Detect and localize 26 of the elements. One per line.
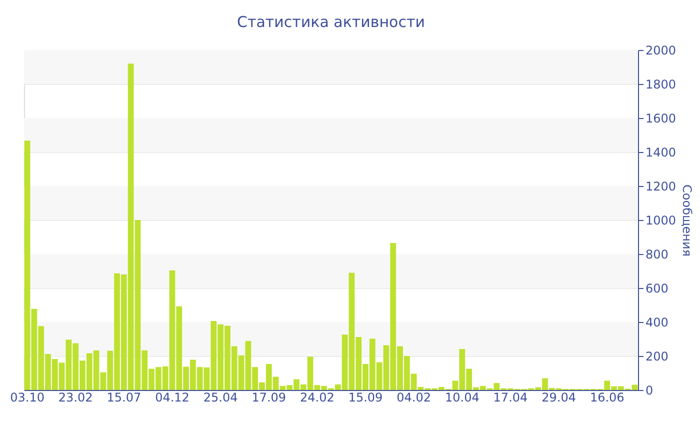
y-tick-label: 600	[646, 282, 668, 296]
y-tick-label: 1600	[646, 112, 676, 126]
x-tick-label: 24.02	[300, 390, 334, 404]
x-tick-label: 17.04	[493, 390, 528, 404]
x-tick-label: 29.04	[542, 390, 576, 404]
x-tick-label: 15.09	[348, 390, 383, 404]
x-tick-label: 15.07	[106, 390, 142, 404]
y-tick-label: 400	[646, 316, 668, 330]
y-tick-label: 200	[646, 350, 668, 364]
x-tick-label: 03.10	[10, 390, 44, 404]
x-tick-label: 04.02	[396, 390, 432, 404]
y-tick-label: 1400	[646, 146, 676, 160]
y-tick-label: 800	[646, 248, 668, 262]
x-tick-label: 10.04	[444, 390, 480, 404]
x-tick-label: 25.04	[203, 390, 238, 404]
x-tick-label: 04.12	[155, 390, 190, 404]
y-tick-label: 1800	[646, 78, 676, 92]
y-tick-label: 1000	[646, 214, 676, 228]
y-tick-label: 0	[646, 384, 654, 398]
x-tick-label: 23.02	[58, 390, 93, 404]
y-tick-label: 2000	[646, 44, 676, 58]
y-tick-label: 1200	[646, 180, 676, 194]
x-tick-label: 16.06	[590, 390, 624, 404]
x-tick-label: 17.09	[252, 390, 286, 404]
chart-title: Статистика активности	[237, 13, 425, 31]
y-axis-title: Сообщения	[680, 184, 694, 257]
